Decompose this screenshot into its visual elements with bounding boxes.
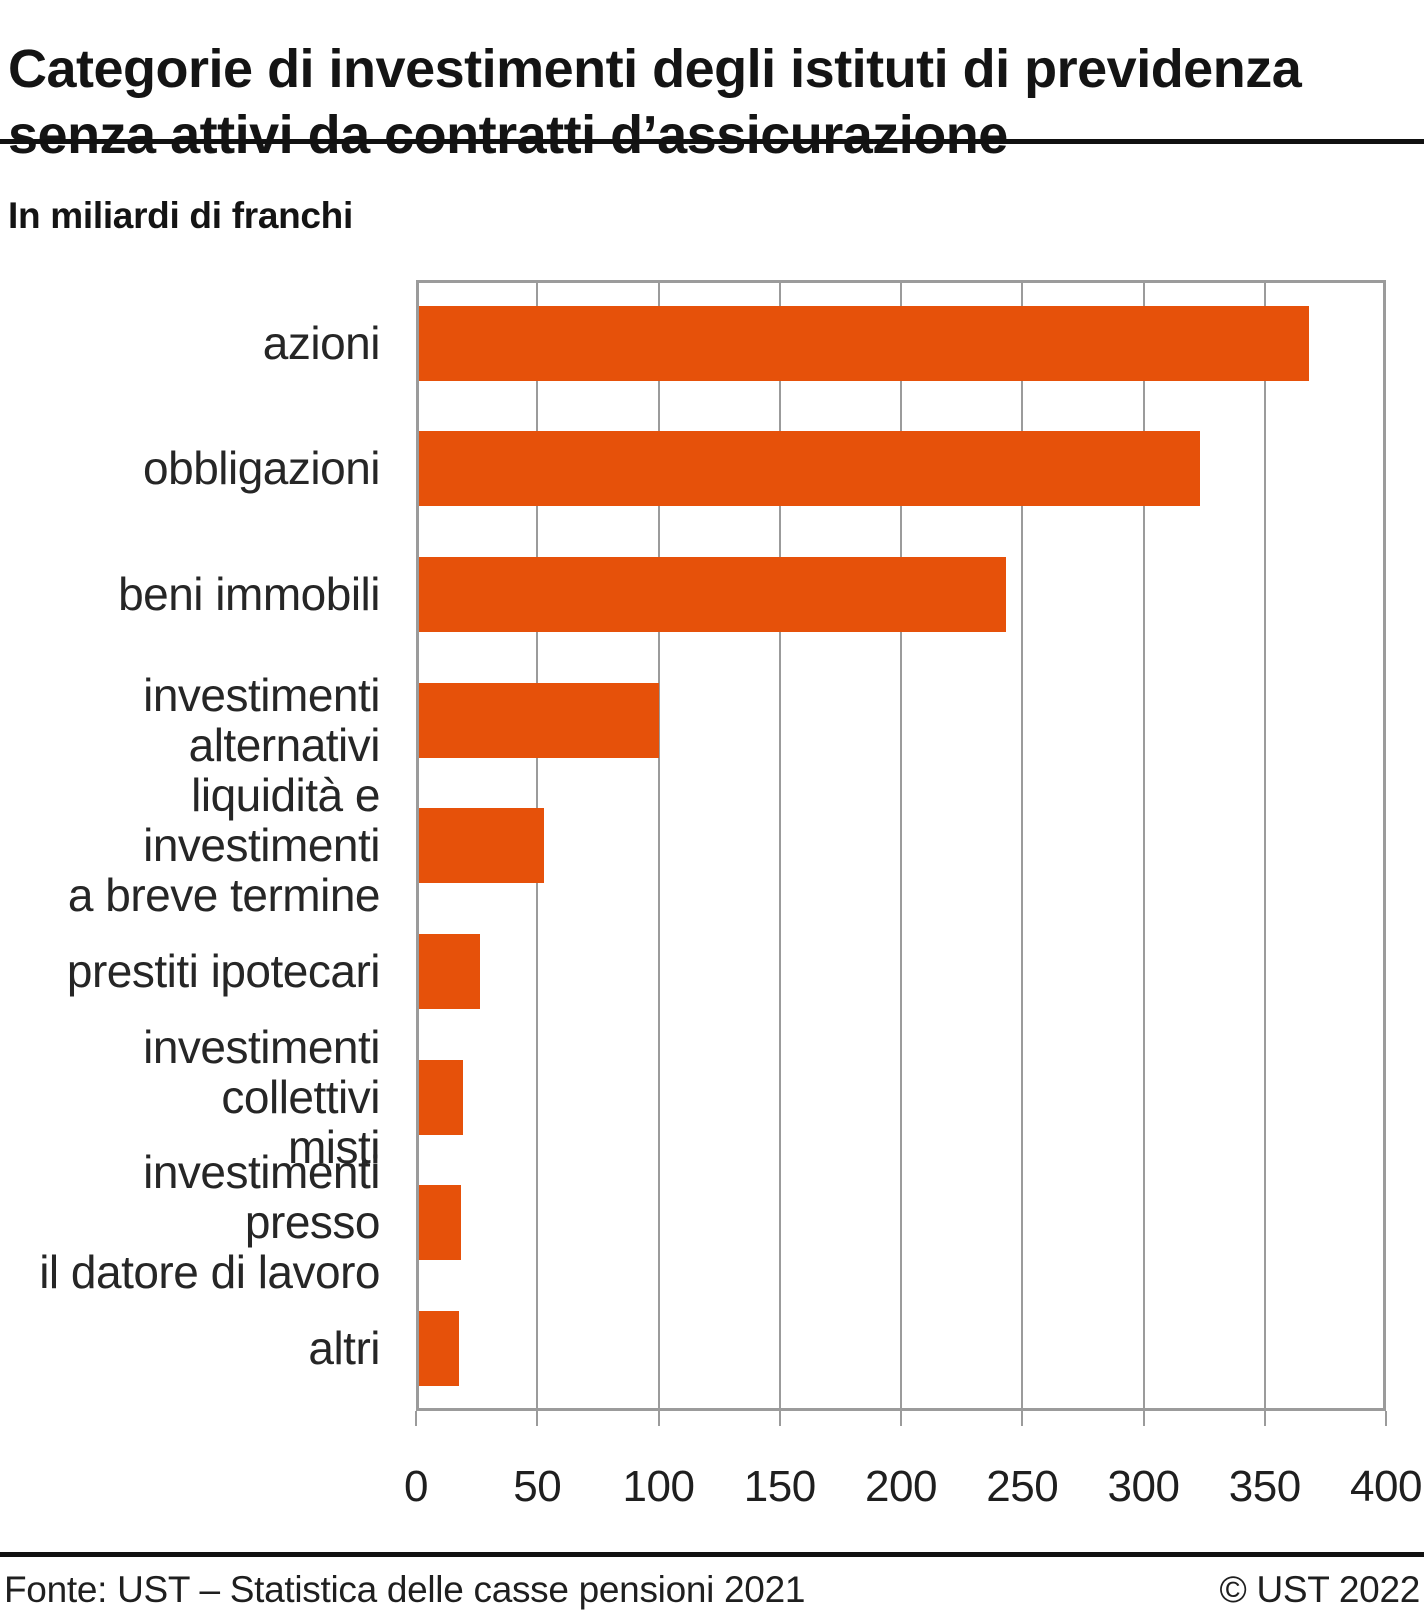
gridline-0 [416,280,419,1411]
footer: Fonte: UST – Statistica delle casse pens… [4,1568,1420,1612]
x-axis-tick-250 [1021,1411,1024,1426]
gridline-100 [657,280,660,1411]
x-axis-tick-0 [415,1411,417,1426]
category-label-8: altri [308,1322,380,1375]
category-label-column: azioni obbligazioni beni immobili investime… [8,280,380,1411]
x-axis-tick-100 [657,1411,660,1426]
page-title: Categorie di investimenti degli istituti… [8,36,1418,168]
gridline-350 [1263,280,1266,1411]
unit-label: In miliardi di franchi [8,195,353,236]
category-label-5: prestiti ipotecari [66,945,381,998]
bar-1 [419,431,1200,507]
bar-0 [419,305,1309,381]
bar-8 [419,1310,460,1386]
x-tick-label-50: 50 [513,1462,562,1511]
bar-6 [419,1059,463,1135]
bar-5 [419,933,480,1009]
x-tick-label-150: 150 [743,1462,816,1511]
x-axis-tick-150 [778,1411,781,1426]
x-axis-line [416,1408,1386,1411]
gridline-200 [900,280,902,1411]
category-label-0: azioni [262,316,381,369]
page-title-line-1: Categorie di investimenti degli istituti… [8,39,1302,100]
gridline-400 [1383,280,1386,1411]
title-divider [0,139,1424,144]
page-title-line-2: senza attivi da contratti d’assicurazion… [8,105,1008,166]
gridline-250 [1021,280,1024,1411]
gridline-150 [778,280,781,1411]
bar-3 [419,682,660,758]
category-label-4: liquidità e investimenti a breve termine [67,769,381,922]
category-label-6: investimenti collettivi misti [143,1020,380,1173]
gridline-300 [1142,280,1145,1411]
x-axis-tick-350 [1263,1411,1266,1426]
x-tick-label-300: 300 [1107,1462,1180,1511]
category-label-1: obbligazioni [143,442,380,495]
category-label-7: investimenti presso il datore di lavoro [39,1146,380,1299]
copyright-note: © UST 2022 [1219,1569,1421,1610]
bar-7 [419,1185,462,1261]
x-axis-tick-50 [536,1411,539,1426]
x-tick-label-200: 200 [865,1462,937,1511]
x-tick-label-100: 100 [622,1462,695,1511]
footer-divider [0,1552,1424,1557]
x-tick-label-0: 0 [404,1462,428,1511]
bar-2 [419,556,1006,632]
plot-area: 0 50 100 150 200 250 300 350 400 [404,280,1422,1509]
x-axis-tick-300 [1142,1411,1145,1426]
x-tick-label-400: 400 [1350,1462,1422,1511]
source-note: Fonte: UST – Statistica delle casse pens… [4,1569,806,1610]
x-axis-tick-200 [900,1411,902,1426]
category-label-2: beni immobili [118,568,380,621]
x-tick-label-350: 350 [1228,1462,1301,1511]
bar-4 [419,808,544,884]
x-axis-tick-400 [1385,1411,1387,1426]
x-tick-label-250: 250 [986,1462,1059,1511]
category-label-3: investimenti alternativi [143,668,380,771]
